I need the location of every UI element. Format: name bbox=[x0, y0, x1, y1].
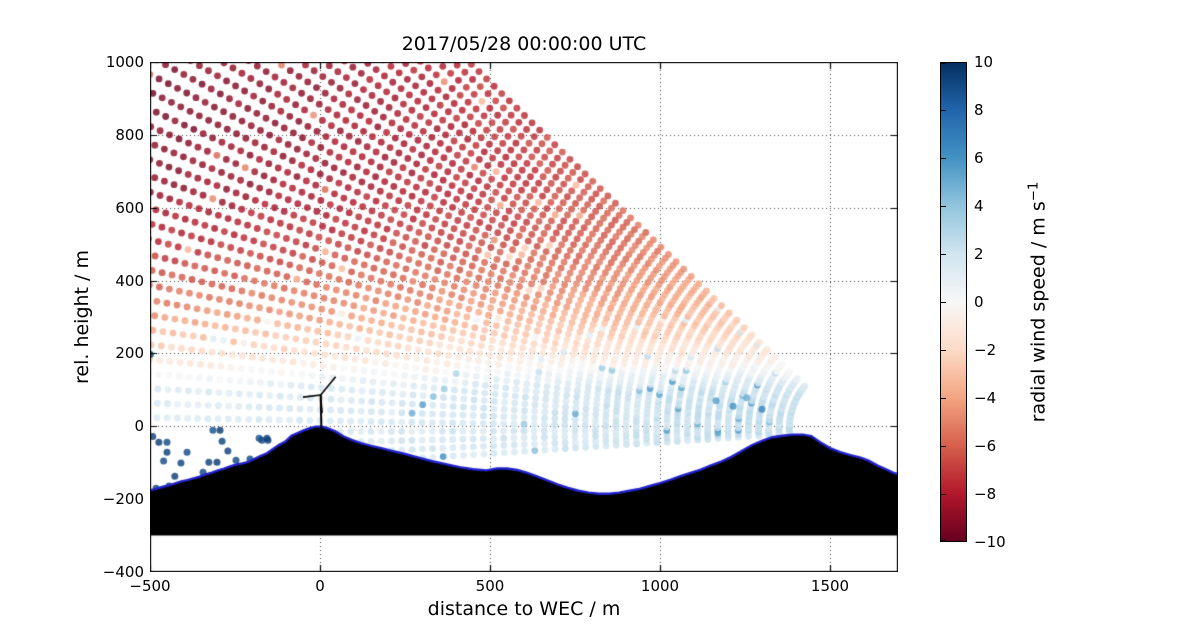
colorbar-tick-mark bbox=[941, 206, 946, 207]
colorbar-tick-mark bbox=[941, 350, 946, 351]
x-axis-label: distance to WEC / m bbox=[427, 598, 621, 620]
y-tick-label: 800 bbox=[115, 125, 144, 144]
colorbar-tick-mark bbox=[941, 63, 946, 64]
colorbar-tick-label: 8 bbox=[974, 101, 984, 119]
colorbar bbox=[940, 62, 967, 542]
colorbar-label: radial wind speed / m s−1 bbox=[1026, 182, 1049, 423]
colorbar-tick-mark bbox=[941, 254, 946, 255]
colorbar-tick-label: 4 bbox=[974, 197, 984, 215]
y-tick-label: 400 bbox=[115, 271, 144, 290]
x-tick-label: 1000 bbox=[640, 577, 680, 595]
colorbar-tick-label: 2 bbox=[974, 245, 984, 263]
colorbar-tick-label: −10 bbox=[974, 533, 1006, 551]
colorbar-tick-label: 10 bbox=[974, 53, 994, 71]
x-tick-label: 0 bbox=[315, 577, 325, 595]
colorbar-tick-mark bbox=[941, 110, 946, 111]
colorbar-tick-label: 6 bbox=[974, 149, 984, 167]
colorbar-label-text: radial wind speed / m s bbox=[1027, 201, 1050, 423]
y-tick-label: 0 bbox=[134, 417, 144, 436]
y-tick-label: −200 bbox=[102, 490, 144, 509]
x-tick-label: 1500 bbox=[810, 577, 850, 595]
y-tick-label: 600 bbox=[115, 198, 144, 217]
colorbar-tick-label: −6 bbox=[974, 437, 997, 455]
scan-plot-canvas bbox=[150, 62, 898, 572]
y-tick-label: 200 bbox=[115, 344, 144, 363]
colorbar-tick-mark bbox=[941, 494, 946, 495]
colorbar-tick-label: −8 bbox=[974, 485, 997, 503]
colorbar-tick-mark bbox=[941, 446, 946, 447]
colorbar-tick-mark bbox=[941, 302, 946, 303]
y-tick-label: 1000 bbox=[105, 53, 144, 71]
colorbar-tick-mark bbox=[941, 540, 946, 541]
colorbar-tick-mark bbox=[941, 398, 946, 399]
x-tick-label: 500 bbox=[475, 577, 505, 595]
x-tick-label: −500 bbox=[129, 577, 171, 595]
colorbar-tick-label: 0 bbox=[974, 293, 984, 311]
colorbar-label-exponent: −1 bbox=[1026, 181, 1042, 202]
colorbar-tick-mark bbox=[941, 158, 946, 159]
colorbar-tick-label: −2 bbox=[974, 341, 997, 359]
colorbar-tick-label: −4 bbox=[974, 389, 997, 407]
y-axis-label: rel. height / m bbox=[71, 250, 93, 384]
plot-title: 2017/05/28 00:00:00 UTC bbox=[401, 33, 647, 55]
y-tick-label: −400 bbox=[102, 563, 144, 581]
